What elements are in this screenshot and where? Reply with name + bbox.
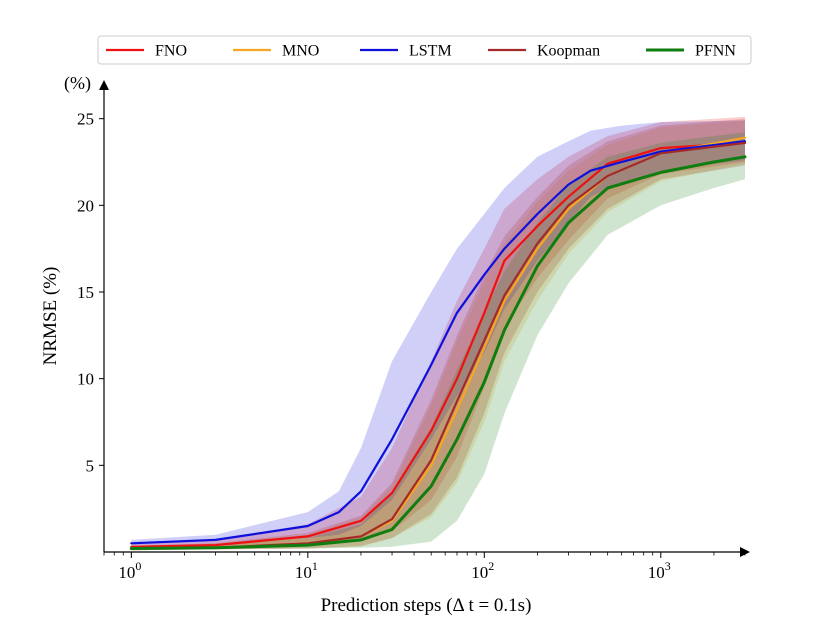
- x-tick-label-3: 103: [648, 559, 671, 582]
- x-tick-label-0: 100: [118, 559, 141, 582]
- legend: FNO MNO LSTM Koopman PFNN: [97, 35, 752, 65]
- lstm-line: [130, 140, 747, 545]
- y-tick-label-25: 25: [77, 110, 94, 129]
- x-axis-label: Prediction steps (Δ t = 0.1s): [321, 595, 532, 616]
- y-axis-arrowhead: [99, 80, 109, 90]
- legend-label-pfnn: PFNN: [695, 43, 736, 60]
- axis-ticks: 5 10 15 20 25 100 101 102 103: [77, 110, 746, 582]
- legend-label-lstm: LSTM: [409, 43, 452, 60]
- y-tick-label-15: 15: [77, 283, 94, 302]
- series-lines: [129, 136, 747, 550]
- x-tick-label-1: 101: [295, 559, 318, 582]
- pfnn-band: [131, 132, 746, 551]
- x-tick-label-2: 102: [471, 559, 494, 582]
- uncertainty-bands: [131, 116, 746, 551]
- lstm-band: [131, 120, 746, 546]
- axes: [99, 80, 750, 557]
- y-tick-label-10: 10: [77, 370, 94, 389]
- legend-label-fno: FNO: [155, 43, 187, 60]
- y-axis-label: NRMSE (%): [40, 267, 61, 366]
- y-tick-label-5: 5: [86, 456, 95, 475]
- mno-band: [131, 120, 746, 551]
- legend-frame: [97, 35, 752, 65]
- y-unit-label: (%): [64, 73, 91, 94]
- fno-band: [131, 116, 746, 549]
- pfnn-line: [129, 155, 747, 550]
- legend-label-koopman: Koopman: [537, 43, 600, 60]
- koopman-band: [131, 118, 746, 551]
- fno-line: [130, 141, 747, 548]
- koopman-line: [130, 141, 747, 550]
- y-tick-label-20: 20: [77, 196, 94, 215]
- legend-label-mno: MNO: [282, 43, 319, 60]
